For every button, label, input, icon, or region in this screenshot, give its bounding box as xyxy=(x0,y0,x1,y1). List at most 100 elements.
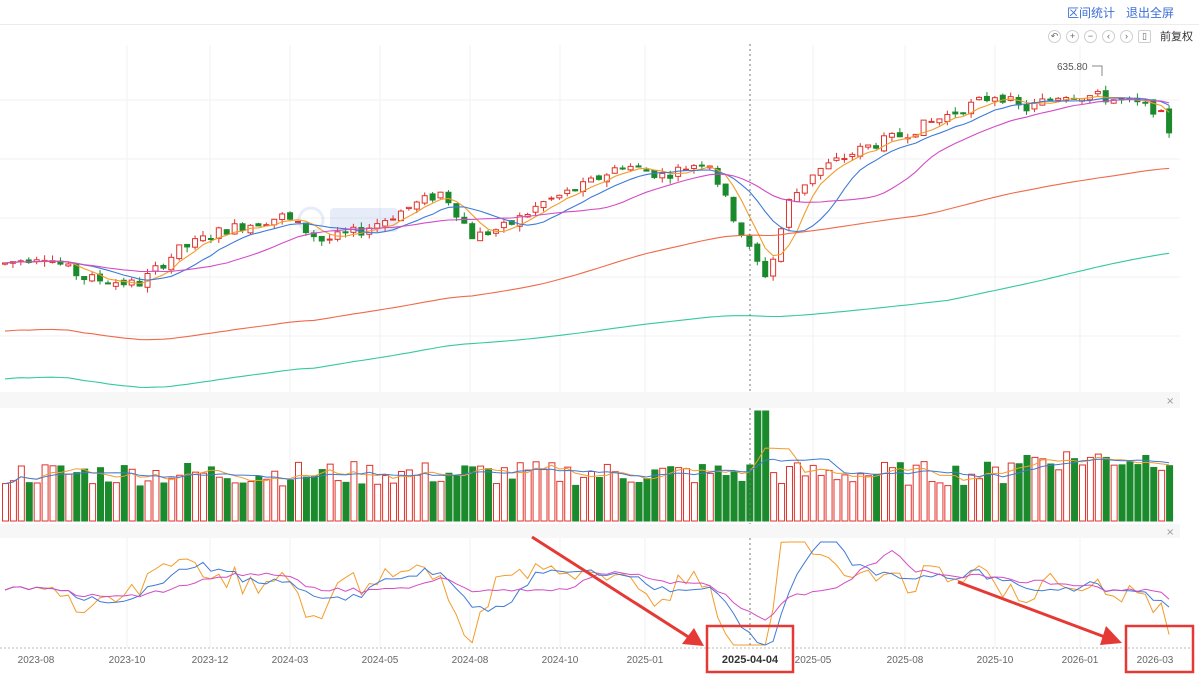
candle xyxy=(785,198,792,232)
volume-bar xyxy=(714,465,722,522)
candle xyxy=(714,165,721,188)
volume-bar xyxy=(358,483,366,522)
close-oscillator-icon[interactable]: × xyxy=(1166,527,1174,538)
vertical-gridlines xyxy=(126,45,1081,648)
volume-bar xyxy=(793,462,801,522)
volume-bar xyxy=(588,471,595,522)
exit-fullscreen-link[interactable]: 退出全屏 xyxy=(1126,6,1175,20)
chevron-right-icon[interactable]: › xyxy=(1120,29,1133,43)
volume-bar xyxy=(991,466,999,522)
candle xyxy=(1166,105,1173,138)
volume-bar xyxy=(651,469,659,522)
volume-bar xyxy=(888,467,896,522)
volume-bar xyxy=(976,478,984,522)
candle xyxy=(1007,92,1014,102)
candle xyxy=(548,196,555,201)
volume-bar xyxy=(643,478,651,522)
ma60-line xyxy=(4,167,1170,341)
candle xyxy=(287,211,294,222)
volume-bar xyxy=(152,469,160,522)
volume-bar xyxy=(279,485,287,522)
volume-bar xyxy=(9,480,17,522)
candle xyxy=(651,169,658,180)
candle xyxy=(461,212,468,224)
volume-bar xyxy=(508,478,516,522)
candle xyxy=(778,226,785,263)
interval-stats-link[interactable]: 区间统计 xyxy=(1067,6,1116,20)
candle xyxy=(413,200,420,214)
undo-icon[interactable]: ↶ xyxy=(1048,29,1061,43)
volume-bar xyxy=(698,464,706,522)
candle xyxy=(801,184,808,196)
oscillator-line-3 xyxy=(4,549,1170,621)
volume-bar xyxy=(785,466,793,522)
candle xyxy=(390,215,397,221)
volume-bar xyxy=(1158,469,1166,522)
candle xyxy=(500,220,507,233)
candle xyxy=(746,233,753,250)
volume-bar xyxy=(730,471,738,522)
volume-bar xyxy=(73,472,81,522)
candle xyxy=(524,212,531,218)
annotation-box-latest xyxy=(1124,624,1195,674)
ma120-line xyxy=(4,252,1170,388)
volume-bar xyxy=(342,481,350,522)
volume-bar xyxy=(390,482,398,522)
candle xyxy=(326,234,333,244)
volume-bar xyxy=(524,469,532,522)
volume-bar xyxy=(199,472,207,522)
volume-bar xyxy=(556,480,564,522)
candle xyxy=(619,165,626,171)
volume-bar xyxy=(1110,464,1118,522)
candle xyxy=(152,261,159,275)
volume-bar xyxy=(120,465,128,522)
volume-bar xyxy=(952,465,960,522)
price-gridlines xyxy=(0,99,1180,337)
candle xyxy=(176,244,183,261)
volume-bar xyxy=(532,461,540,522)
candle xyxy=(888,132,895,142)
zoom-out-icon[interactable]: − xyxy=(1084,29,1097,43)
candle xyxy=(1047,97,1054,101)
zoom-in-icon[interactable]: + xyxy=(1066,29,1079,43)
candle xyxy=(318,235,325,246)
volume-bar xyxy=(722,475,730,522)
candle xyxy=(33,256,40,265)
volume-bar xyxy=(825,469,833,522)
volume-bar xyxy=(255,475,263,522)
price-adjust-select[interactable]: 前复权 xyxy=(1160,31,1193,43)
volume-bar xyxy=(295,461,302,522)
candle xyxy=(1031,98,1038,113)
volume-bar xyxy=(492,483,500,522)
volume-bar xyxy=(936,482,944,522)
volume-bar xyxy=(706,472,714,522)
volume-bar xyxy=(999,483,1007,522)
volume-bar xyxy=(667,466,675,522)
candle xyxy=(825,158,832,170)
volume-bar xyxy=(231,482,239,522)
candle xyxy=(1158,109,1165,113)
top-bar: 区间统计 退出全屏 xyxy=(0,0,1199,25)
volume-bar xyxy=(1047,463,1055,522)
candle xyxy=(999,93,1006,104)
volume-bar xyxy=(334,480,342,522)
candle xyxy=(1055,96,1062,102)
chevron-left-icon[interactable]: ‹ xyxy=(1102,29,1115,43)
x-tick-label: 2023-10 xyxy=(109,655,146,666)
volume-bar xyxy=(405,469,413,522)
candle xyxy=(477,227,484,242)
volume-bar xyxy=(128,468,136,522)
oscillator-line-1 xyxy=(4,541,1170,646)
volume-bar xyxy=(968,473,976,522)
candle xyxy=(1118,97,1125,104)
volume-bar xyxy=(247,481,255,522)
candle-type-icon[interactable]: ▯ xyxy=(1138,29,1151,43)
moving-average-lines xyxy=(4,95,1170,388)
candle xyxy=(873,142,880,150)
volume-bar xyxy=(374,483,382,522)
close-volume-icon[interactable]: × xyxy=(1166,396,1174,407)
x-tick-label: 2024-10 xyxy=(542,655,579,666)
candle xyxy=(223,229,230,235)
volume-bar xyxy=(675,467,683,522)
